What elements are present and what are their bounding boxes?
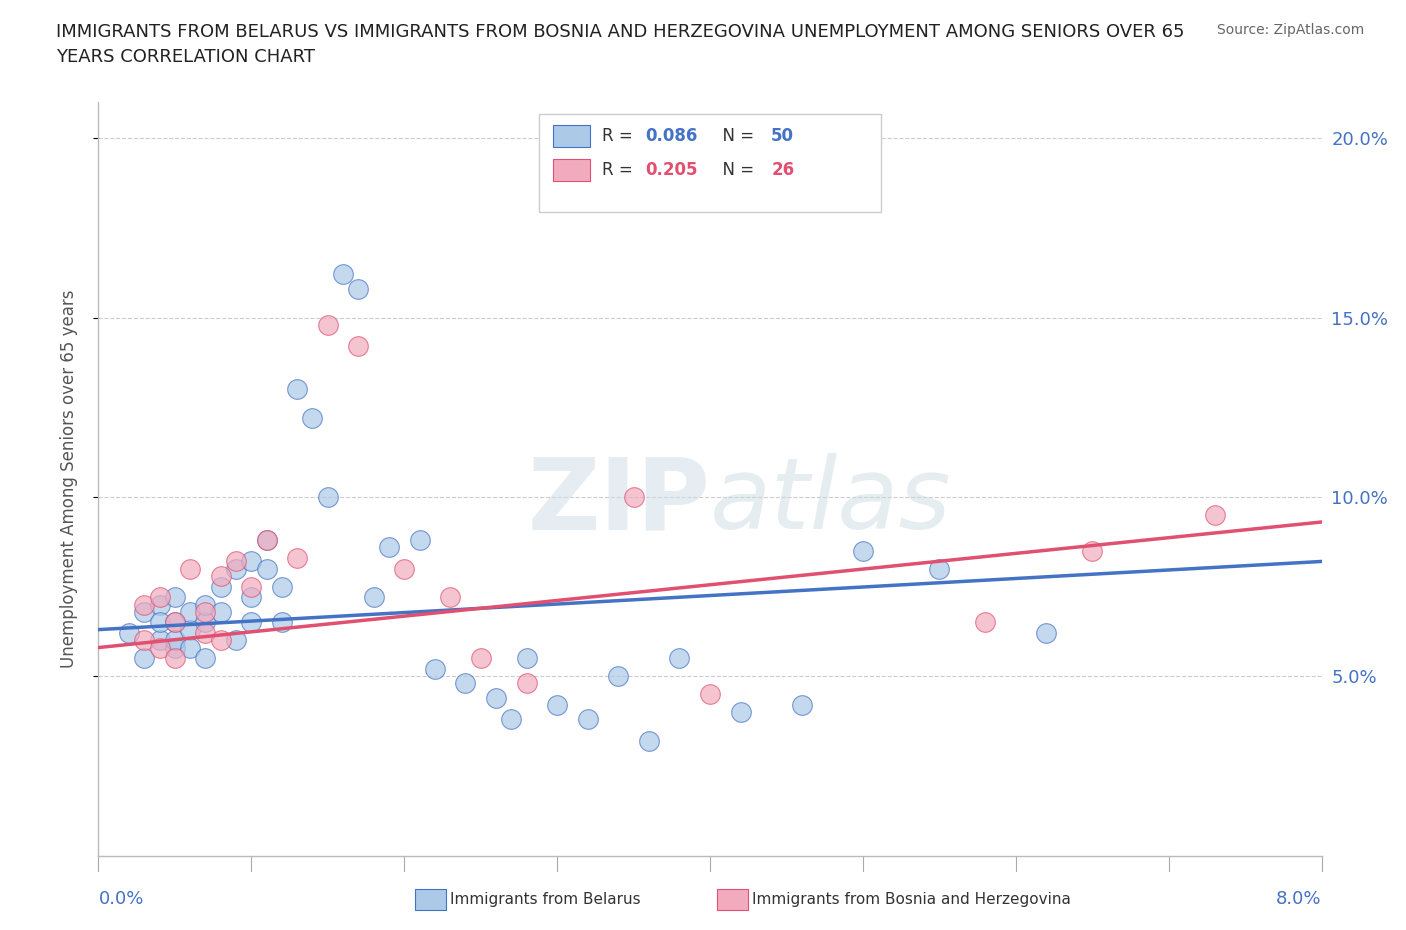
Y-axis label: Unemployment Among Seniors over 65 years: Unemployment Among Seniors over 65 years (59, 290, 77, 668)
Point (607, 669, 630, 684)
Point (240, 554, 263, 569)
FancyBboxPatch shape (554, 159, 591, 181)
Point (408, 533, 430, 548)
Point (163, 651, 186, 666)
Text: atlas: atlas (710, 453, 952, 550)
Point (974, 615, 997, 630)
Text: 0.0%: 0.0% (98, 890, 143, 909)
Text: 50: 50 (772, 127, 794, 145)
Text: R =: R = (602, 127, 638, 145)
Point (516, 651, 538, 666)
Point (576, 711, 599, 726)
Point (347, 282, 370, 297)
Point (501, 711, 523, 726)
Point (363, 590, 385, 604)
Text: N =: N = (713, 127, 759, 145)
Point (285, 551, 308, 565)
Point (163, 633, 186, 648)
Point (209, 604, 232, 619)
Point (240, 615, 263, 630)
Point (928, 561, 950, 576)
Point (209, 579, 232, 594)
Point (485, 690, 508, 705)
Point (179, 561, 201, 576)
Point (852, 543, 875, 558)
Point (134, 651, 156, 666)
Point (134, 604, 156, 619)
Point (163, 615, 186, 630)
Point (1035, 626, 1057, 641)
Point (163, 590, 186, 604)
Point (316, 317, 339, 332)
Point (179, 640, 201, 655)
Point (668, 651, 690, 666)
Point (347, 339, 370, 353)
Point (149, 590, 172, 604)
Point (194, 597, 217, 612)
Text: 26: 26 (772, 161, 794, 179)
Point (225, 633, 247, 648)
Point (240, 579, 263, 594)
Point (194, 651, 217, 666)
Point (790, 698, 813, 712)
Point (470, 651, 492, 666)
Point (225, 554, 247, 569)
Point (149, 633, 172, 648)
Text: N =: N = (713, 161, 759, 179)
Text: ZIP: ZIP (527, 453, 710, 550)
Point (149, 640, 172, 655)
Point (516, 676, 538, 691)
Point (134, 633, 156, 648)
Point (256, 561, 278, 576)
Point (316, 489, 339, 504)
Point (118, 626, 141, 641)
Text: Immigrants from Bosnia and Herzegovina: Immigrants from Bosnia and Herzegovina (752, 892, 1071, 907)
Point (699, 686, 721, 701)
Text: Source: ZipAtlas.com: Source: ZipAtlas.com (1216, 23, 1364, 37)
Text: YEARS CORRELATION CHART: YEARS CORRELATION CHART (56, 48, 315, 66)
Text: IMMIGRANTS FROM BELARUS VS IMMIGRANTS FROM BOSNIA AND HERZEGOVINA UNEMPLOYMENT A: IMMIGRANTS FROM BELARUS VS IMMIGRANTS FR… (56, 23, 1185, 41)
Point (423, 661, 446, 676)
FancyBboxPatch shape (554, 125, 591, 148)
Point (194, 615, 217, 630)
Point (1204, 508, 1226, 523)
Point (240, 590, 263, 604)
Point (730, 705, 752, 720)
Point (209, 633, 232, 648)
Point (256, 533, 278, 548)
Point (301, 410, 323, 425)
Point (225, 561, 247, 576)
Point (209, 568, 232, 583)
Point (285, 382, 308, 397)
Point (194, 626, 217, 641)
Text: 0.205: 0.205 (645, 161, 697, 179)
Text: 0.086: 0.086 (645, 127, 697, 145)
Point (270, 579, 294, 594)
Point (163, 640, 186, 655)
Point (378, 539, 401, 554)
Point (392, 561, 416, 576)
Point (637, 734, 661, 749)
Point (194, 604, 217, 619)
FancyBboxPatch shape (538, 113, 882, 211)
Point (439, 590, 461, 604)
Point (149, 597, 172, 612)
Point (179, 622, 201, 637)
Point (179, 604, 201, 619)
Point (332, 267, 354, 282)
Point (546, 698, 568, 712)
Point (256, 533, 278, 548)
Point (163, 615, 186, 630)
Point (149, 615, 172, 630)
Text: R =: R = (602, 161, 638, 179)
Point (454, 676, 477, 691)
Point (134, 597, 156, 612)
Text: Immigrants from Belarus: Immigrants from Belarus (450, 892, 641, 907)
Point (270, 615, 294, 630)
Point (1081, 543, 1104, 558)
Text: 8.0%: 8.0% (1277, 890, 1322, 909)
Point (623, 489, 645, 504)
